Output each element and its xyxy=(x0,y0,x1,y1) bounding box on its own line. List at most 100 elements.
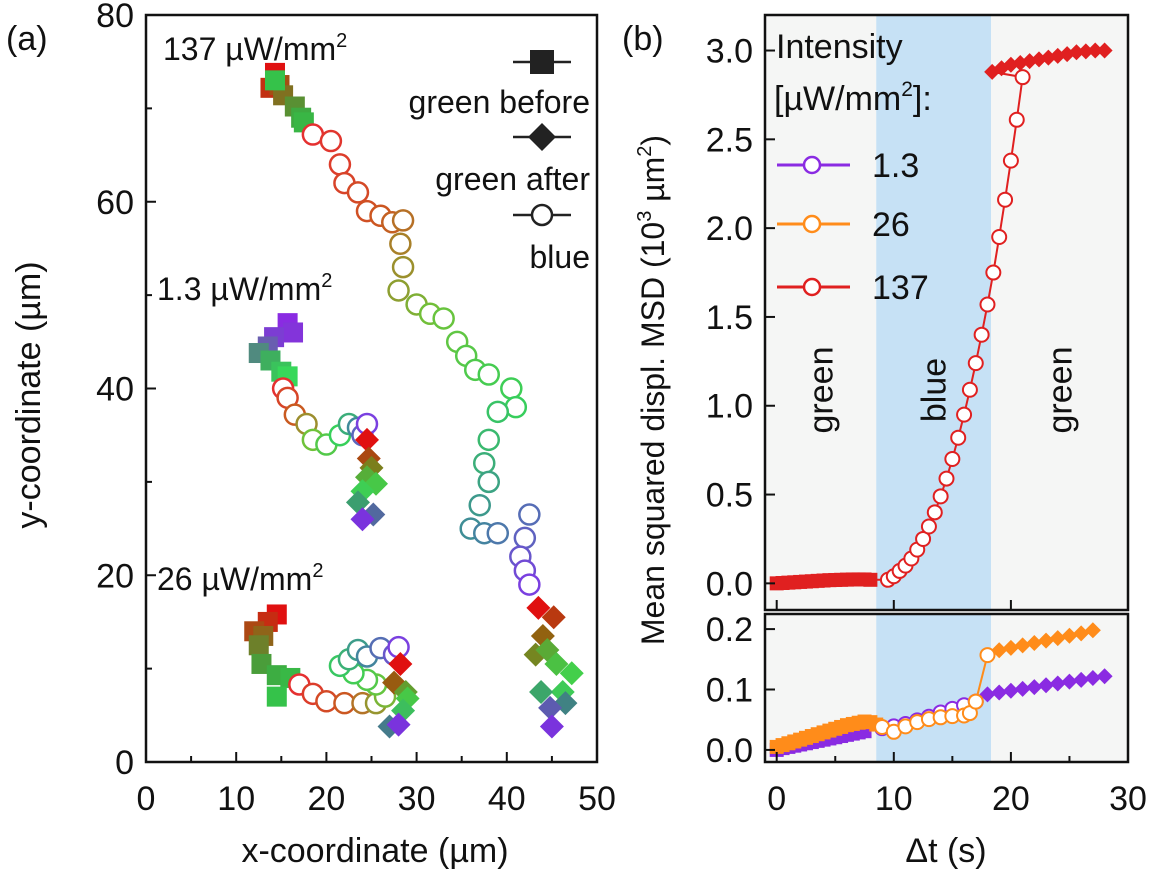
phase-band-top xyxy=(990,15,1128,610)
phase-label: green xyxy=(803,347,841,434)
blue-point xyxy=(518,573,541,596)
msd-blue-point xyxy=(1002,152,1019,169)
blue-point xyxy=(477,363,501,386)
msd-blue-point xyxy=(967,693,984,710)
blue-point xyxy=(328,153,352,176)
legend-marker-1-3 xyxy=(802,155,822,175)
top-y-tick-label: 3.0 xyxy=(706,33,753,71)
green-after-point xyxy=(539,714,564,739)
blue-point xyxy=(319,129,343,153)
blue-point xyxy=(391,209,415,232)
blue-point xyxy=(486,400,510,424)
legend-label-green-after: green after xyxy=(435,161,590,197)
legend-label-26: 26 xyxy=(872,206,910,244)
msd-green-after-point xyxy=(1049,675,1066,692)
top-y-tick-label: 0.0 xyxy=(706,565,753,603)
green-before-point xyxy=(264,70,285,91)
intensity-annotation: 26 µW/mm2 xyxy=(157,560,323,597)
legend-title-unit: [µW/mm2]: xyxy=(774,78,932,118)
blue-point xyxy=(468,493,491,517)
msd-green-after-point xyxy=(991,684,1008,701)
phase-band-bottom xyxy=(876,614,991,762)
legend-marker-circle xyxy=(530,203,554,227)
legend-label-green-before: green before xyxy=(409,84,590,120)
blue-point xyxy=(518,503,541,526)
msd-blue-point xyxy=(979,296,996,313)
bottom-y-tick-label: 0.1 xyxy=(706,672,753,710)
x-tick-label: 30 xyxy=(398,780,436,818)
panel-b-legend: Intensity [µW/mm2]: 1.3 26 137 xyxy=(774,28,932,307)
x-tick-label: 10 xyxy=(875,780,913,818)
green-after-point xyxy=(526,595,551,620)
msd-blue-point xyxy=(944,451,961,468)
legend-label-blue: blue xyxy=(530,239,591,275)
green-after-point xyxy=(529,679,554,704)
panel-a-marks xyxy=(244,62,584,739)
panel-b-label: (b) xyxy=(622,20,664,58)
green-before-point xyxy=(248,635,269,656)
blue-point xyxy=(346,181,370,204)
panel-b-marks xyxy=(769,42,1113,757)
msd-green-after-point xyxy=(1038,632,1055,649)
panel-a-legend: green before green after blue xyxy=(409,50,591,275)
msd-green-after-point xyxy=(1002,682,1019,699)
phase-band-top xyxy=(765,15,877,610)
top-y-tick-label: 2.0 xyxy=(706,210,753,248)
y-tick-label: 60 xyxy=(96,184,134,222)
msd-blue-point xyxy=(920,518,937,535)
y-tick-label: 0 xyxy=(115,744,134,782)
bottom-y-tick-label: 0.2 xyxy=(706,611,753,649)
blue-point xyxy=(477,428,501,452)
msd-blue-point xyxy=(1014,69,1031,86)
green-before-point xyxy=(251,653,272,674)
top-y-tick-label: 1.0 xyxy=(706,388,753,426)
x-tick-label: 0 xyxy=(767,780,786,818)
green-before-point xyxy=(283,322,304,343)
top-y-tick-label: 2.5 xyxy=(706,121,753,159)
msd-green-after-point xyxy=(1084,670,1101,687)
green-after-point xyxy=(541,605,566,630)
msd-green-after-point xyxy=(1061,673,1078,690)
panel-a-annotations: 137 µW/mm2 1.3 µW/mm2 26 µW/mm2 xyxy=(157,30,347,597)
green-after-point xyxy=(388,651,413,676)
green-after-point xyxy=(350,507,375,532)
x-tick-label: 50 xyxy=(578,780,616,818)
msd-blue-point xyxy=(950,429,967,446)
msd-blue-point xyxy=(926,504,943,521)
bottom-y-tick-label: 0.0 xyxy=(706,732,753,770)
msd-green-after-point xyxy=(1077,43,1094,60)
y-tick-label: 40 xyxy=(96,371,134,409)
green-after-point xyxy=(345,490,370,515)
panel-b-ticks: 0 10 20 30 0.0 0.5 1.0 1.5 2.0 2.5 3.0 0.0 0.1 0.2 xyxy=(706,33,1147,818)
msd-blue-point xyxy=(973,326,990,343)
msd-blue-point xyxy=(956,406,973,423)
msd-green-after-point xyxy=(1061,627,1078,644)
blue-point xyxy=(504,395,528,419)
blue-point xyxy=(473,451,496,475)
green-after-point xyxy=(354,427,379,452)
msd-blue-point xyxy=(938,470,955,487)
panel-b-phase-labels: green blue green xyxy=(803,347,1080,434)
legend-marker-26 xyxy=(802,214,822,234)
x-tick-label: 20 xyxy=(992,780,1030,818)
msd-green-after-point xyxy=(1073,671,1090,688)
phase-label: blue xyxy=(916,358,954,422)
legend-label-137: 137 xyxy=(872,269,929,307)
legend-title: Intensity xyxy=(776,28,903,66)
intensity-annotation: 137 µW/mm2 xyxy=(163,30,347,67)
panel-b-top-plot-frame xyxy=(763,13,1130,612)
x-tick-label: 20 xyxy=(307,780,345,818)
msd-blue-point xyxy=(991,229,1008,246)
msd-green-after-point xyxy=(991,642,1008,659)
green-before-point xyxy=(266,686,287,707)
intensity-annotation: 1.3 µW/mm2 xyxy=(157,270,332,307)
msd-green-after-point xyxy=(1002,56,1019,73)
msd-blue-point xyxy=(967,355,984,372)
panel-a-y-axis-label: y-coordinate (µm) xyxy=(10,261,48,528)
legend-marker-square xyxy=(530,50,554,74)
msd-green-after-point xyxy=(1087,42,1104,59)
msd-green-after-point xyxy=(979,686,996,703)
green-after-point xyxy=(538,695,563,720)
x-tick-label: 30 xyxy=(1109,780,1147,818)
